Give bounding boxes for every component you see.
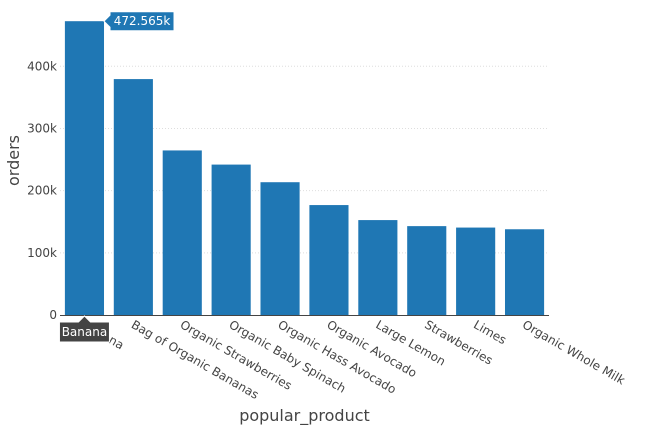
y-tick-label: 400k [27,59,57,73]
y-tick-label: 200k [27,184,57,198]
hover-category-label: Banana [62,325,108,339]
bar[interactable] [309,205,349,315]
bar[interactable] [260,182,300,315]
bar[interactable] [211,164,251,315]
x-axis-title: popular_product [239,406,370,426]
bar[interactable] [504,229,545,315]
hover-category-box [58,315,110,343]
bars [64,21,545,315]
hover-tooltip: 472.565k Banana [58,11,175,343]
hover-value-label: 472.565k [114,14,171,28]
y-axis-title: orders [4,135,23,186]
y-tick-label: 100k [27,246,57,260]
x-tick-label: Organic Whole Milk [520,317,627,387]
bar[interactable] [64,21,105,315]
y-tick-label: 0 [49,308,57,322]
x-tick-label: Limes [471,317,509,347]
bar[interactable] [113,79,153,315]
bar[interactable] [162,150,202,315]
bar[interactable] [456,227,496,315]
bar[interactable] [407,226,447,315]
y-tick-label: 300k [27,121,57,135]
y-tick-labels: 0 100k 200k 300k 400k [27,59,57,322]
bar[interactable] [358,220,398,315]
hover-value-box [103,11,175,32]
